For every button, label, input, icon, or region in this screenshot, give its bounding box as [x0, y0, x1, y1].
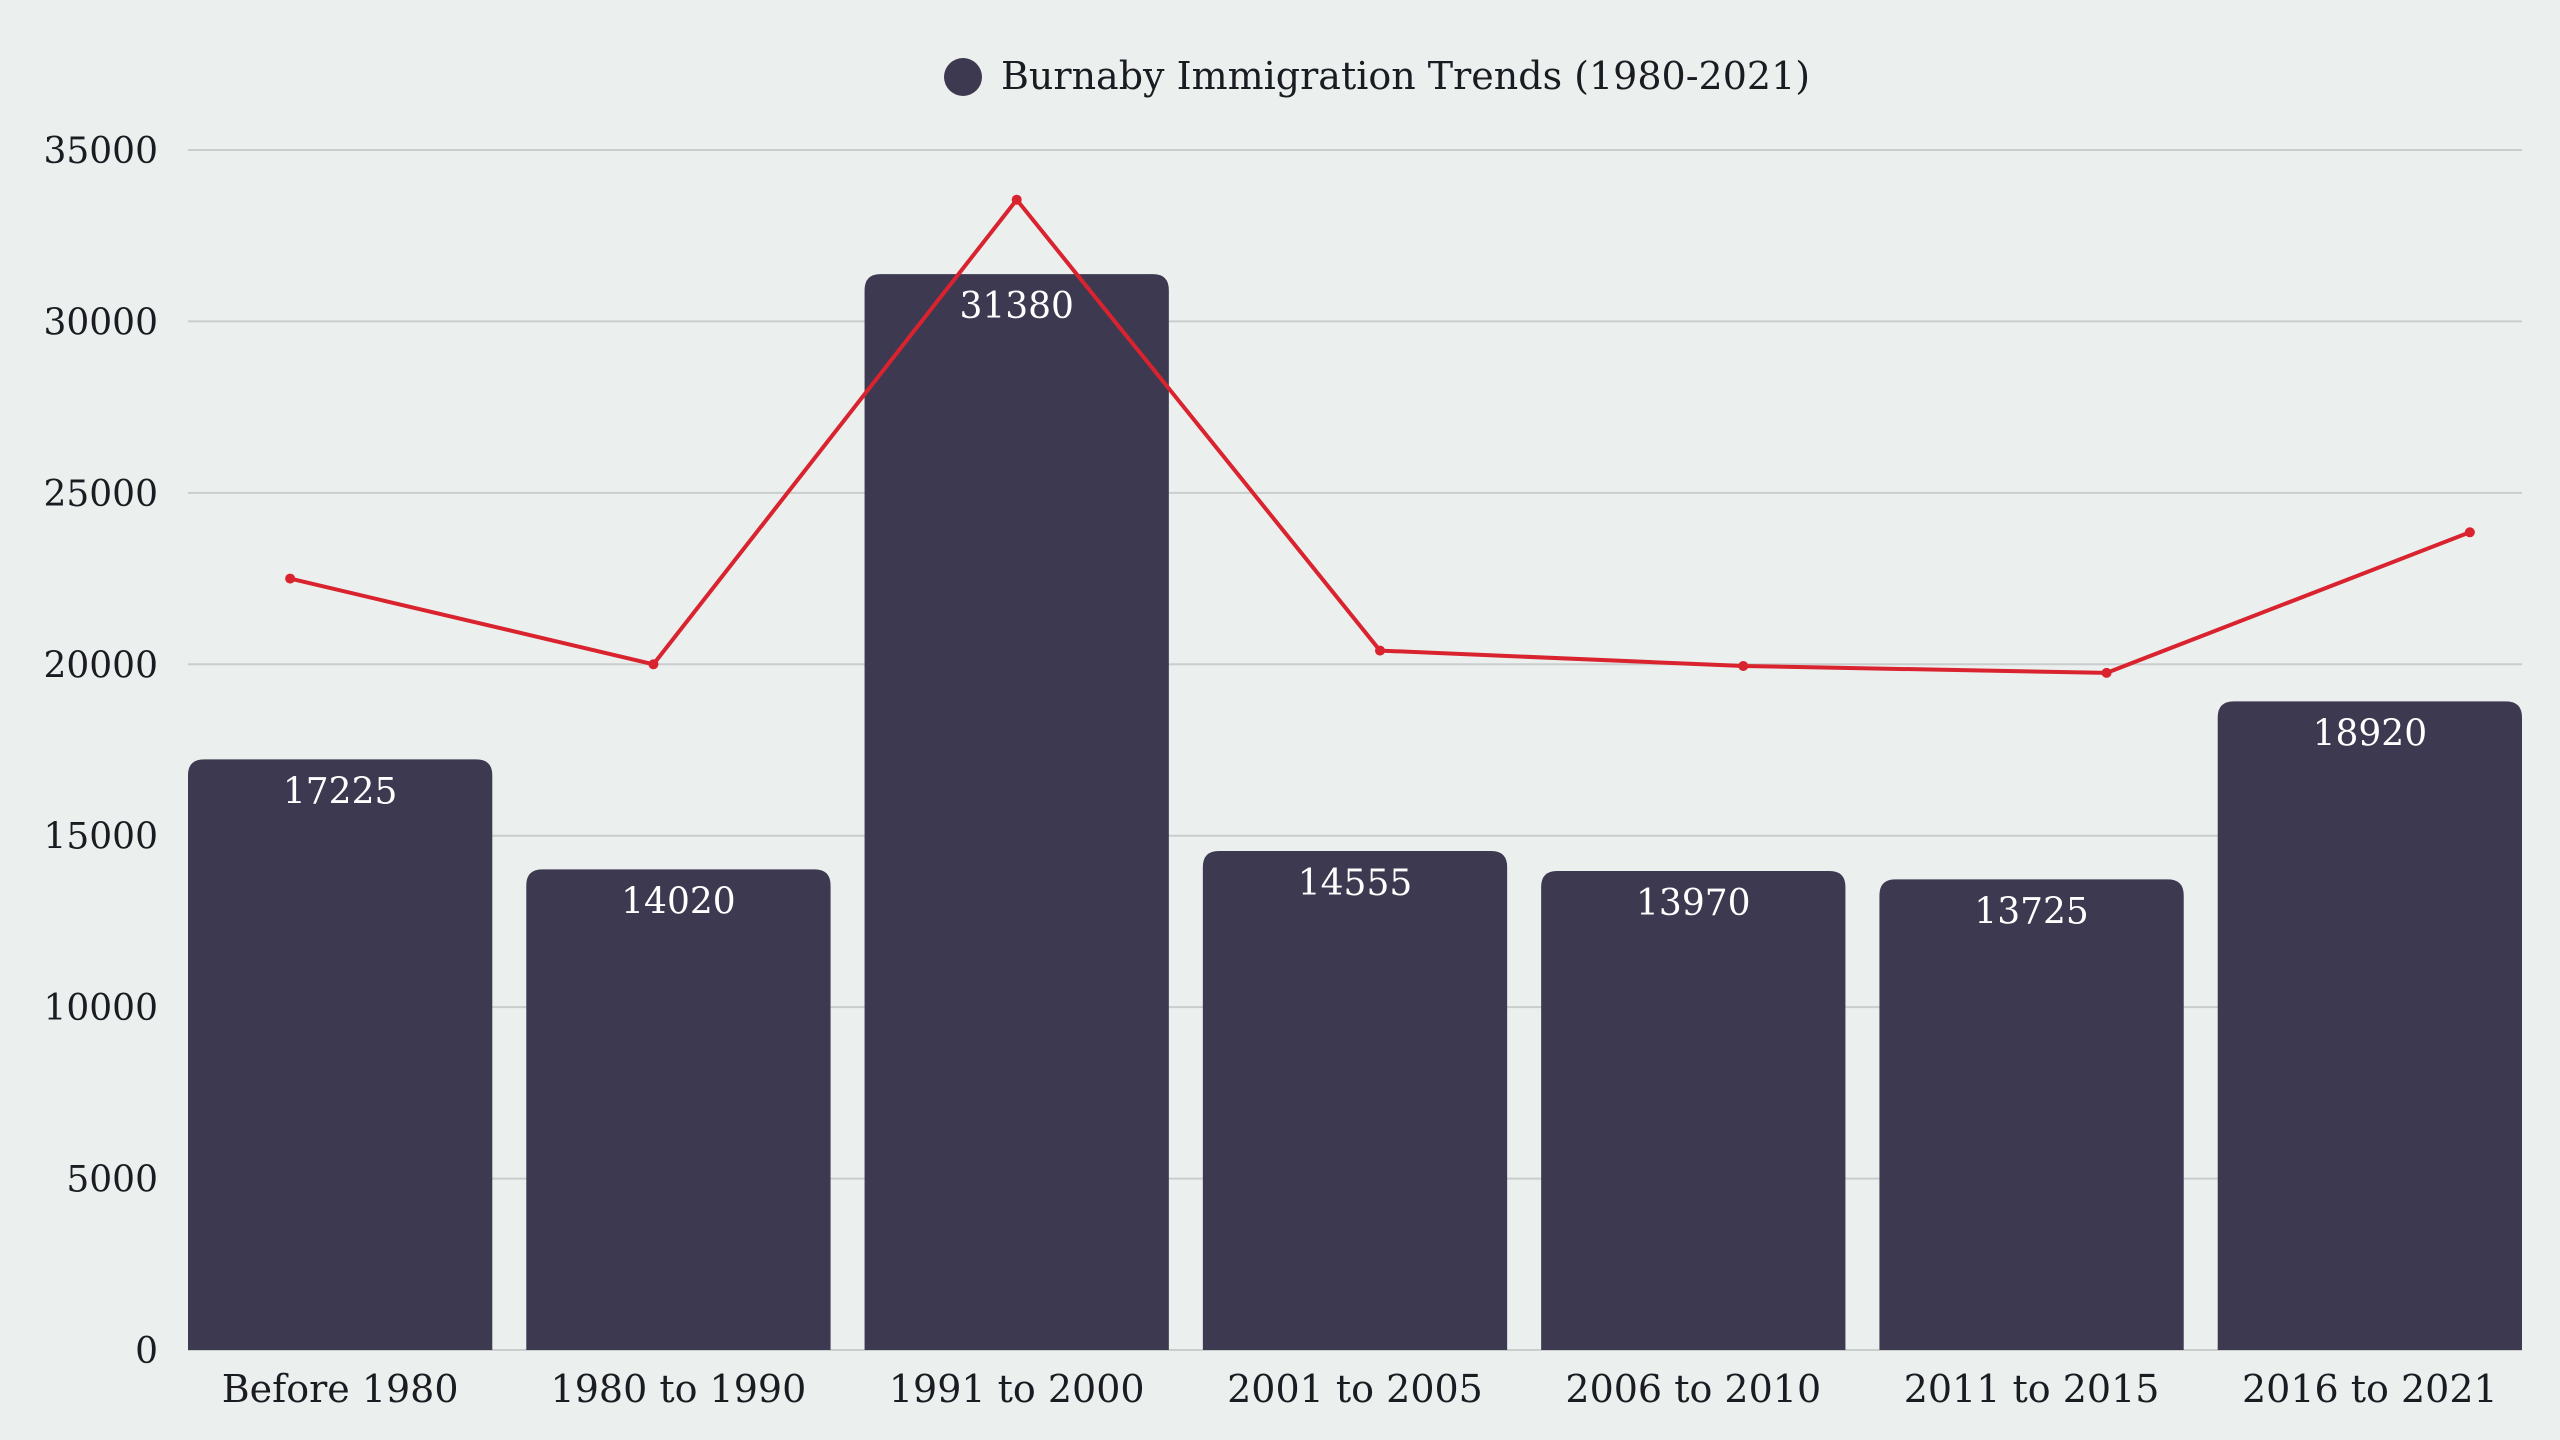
bar	[864, 274, 1169, 1351]
bar-value-label: 18920	[2313, 713, 2428, 754]
y-tick-label: 10000	[43, 988, 158, 1029]
trend-point	[2101, 667, 2112, 678]
trend-point	[285, 573, 296, 584]
x-tick-label: 2001 to 2005	[1227, 1367, 1483, 1411]
bar-value-label: 17225	[283, 771, 398, 812]
bar-value-label: 31380	[959, 286, 1074, 327]
x-tick-label: 2011 to 2015	[1904, 1367, 2160, 1411]
bars	[188, 274, 2522, 1351]
x-tick-label: 2006 to 2010	[1565, 1367, 1821, 1411]
bar-value-label: 14020	[621, 881, 736, 922]
trend-point	[1011, 194, 1022, 205]
y-tick-label: 15000	[43, 817, 158, 858]
bar	[188, 759, 493, 1350]
bar-value-label: 14555	[1298, 863, 1413, 904]
trend-point	[648, 659, 659, 670]
y-tick-label: 0	[135, 1331, 158, 1372]
bar	[1202, 850, 1508, 1350]
trend-point	[1375, 645, 1385, 656]
legend: Burnaby Immigration Trends (1980-2021)	[944, 54, 1810, 98]
trend-point	[2464, 527, 2475, 538]
trend-line	[285, 194, 2475, 678]
x-tick-label: Before 1980	[222, 1367, 459, 1411]
bar-labels: 17225 14020 31380 14555 13970 13725 18920	[283, 286, 2427, 932]
bar-value-label: 13725	[1974, 891, 2089, 932]
x-tick-label: 1991 to 2000	[889, 1367, 1145, 1411]
y-axis: 0 5000 10000 15000 20000 25000 30000 35000	[43, 131, 158, 1372]
bar-value-label: 13970	[1636, 883, 1751, 924]
y-tick-label: 20000	[43, 645, 158, 686]
bar	[1879, 879, 2184, 1350]
x-tick-label: 1980 to 1990	[551, 1367, 807, 1411]
bar	[526, 869, 831, 1350]
trend-line-path	[289, 197, 2471, 675]
bar	[1541, 871, 1846, 1350]
x-axis: Before 1980 1980 to 1990 1991 to 2000 2001 …	[222, 1367, 2498, 1411]
bar	[2217, 701, 2522, 1350]
legend-entry: Burnaby Immigration Trends (1980-2021)	[1001, 54, 1810, 98]
y-tick-label: 35000	[43, 131, 158, 172]
x-tick-label: 2016 to 2021	[2242, 1367, 2498, 1411]
y-tick-label: 5000	[66, 1160, 158, 1201]
legend-swatch	[944, 58, 982, 96]
y-tick-label: 30000	[43, 302, 158, 343]
trend-point	[1738, 661, 1749, 671]
y-tick-label: 25000	[43, 474, 158, 515]
